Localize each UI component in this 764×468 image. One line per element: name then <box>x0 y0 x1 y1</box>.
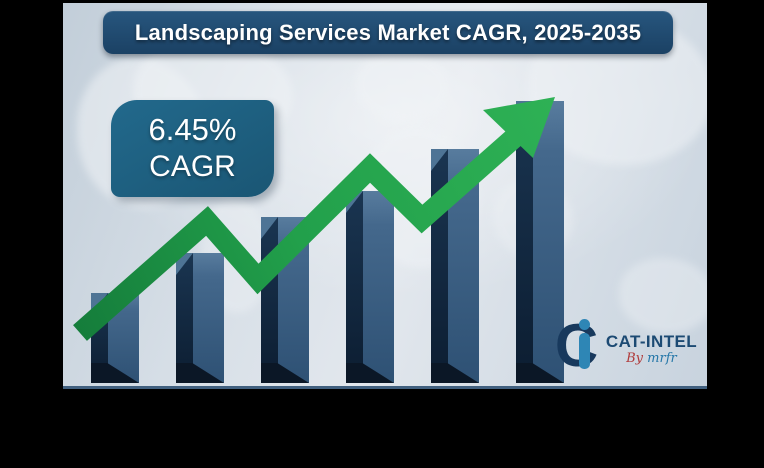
bar-side-face <box>176 253 193 383</box>
bar-2 <box>176 253 224 383</box>
bar-front-face <box>193 253 224 383</box>
trend-arrow-icon <box>73 97 555 341</box>
logo-text-column: CAT-INTEL By mrfr <box>606 332 697 366</box>
cagr-label: CAGR <box>149 150 236 184</box>
logo-wordmark: CAT-INTEL <box>605 332 697 351</box>
cagr-badge: 6.45% CAGR <box>111 100 274 197</box>
logo-byline-prefix: By <box>626 351 644 366</box>
logo-c-glyph: C <box>554 312 599 379</box>
cat-intel-logo: C CAT-INTEL By mrfr <box>555 312 697 380</box>
cat-intel-logo-icon: C <box>555 312 605 380</box>
bar-side-face <box>346 191 363 383</box>
infographic-content: Landscaping Services Market CAGR, 2025-2… <box>63 3 707 389</box>
world-map-blob <box>619 258 707 333</box>
bar-front-face <box>533 101 564 383</box>
bar-side-face <box>516 101 533 383</box>
logo-i-stem <box>578 333 590 369</box>
bar-4 <box>346 191 394 383</box>
cagr-value: 6.45% <box>148 112 237 148</box>
logo-byline: By mrfr <box>626 351 677 366</box>
logo-i-dot <box>578 319 590 330</box>
logo-byline-brand: mrfr <box>647 351 677 366</box>
world-map-blob <box>355 51 450 121</box>
title-banner: Landscaping Services Market CAGR, 2025-2… <box>103 11 673 54</box>
bar-front-face <box>363 191 394 383</box>
page-title: Landscaping Services Market CAGR, 2025-2… <box>134 19 642 45</box>
